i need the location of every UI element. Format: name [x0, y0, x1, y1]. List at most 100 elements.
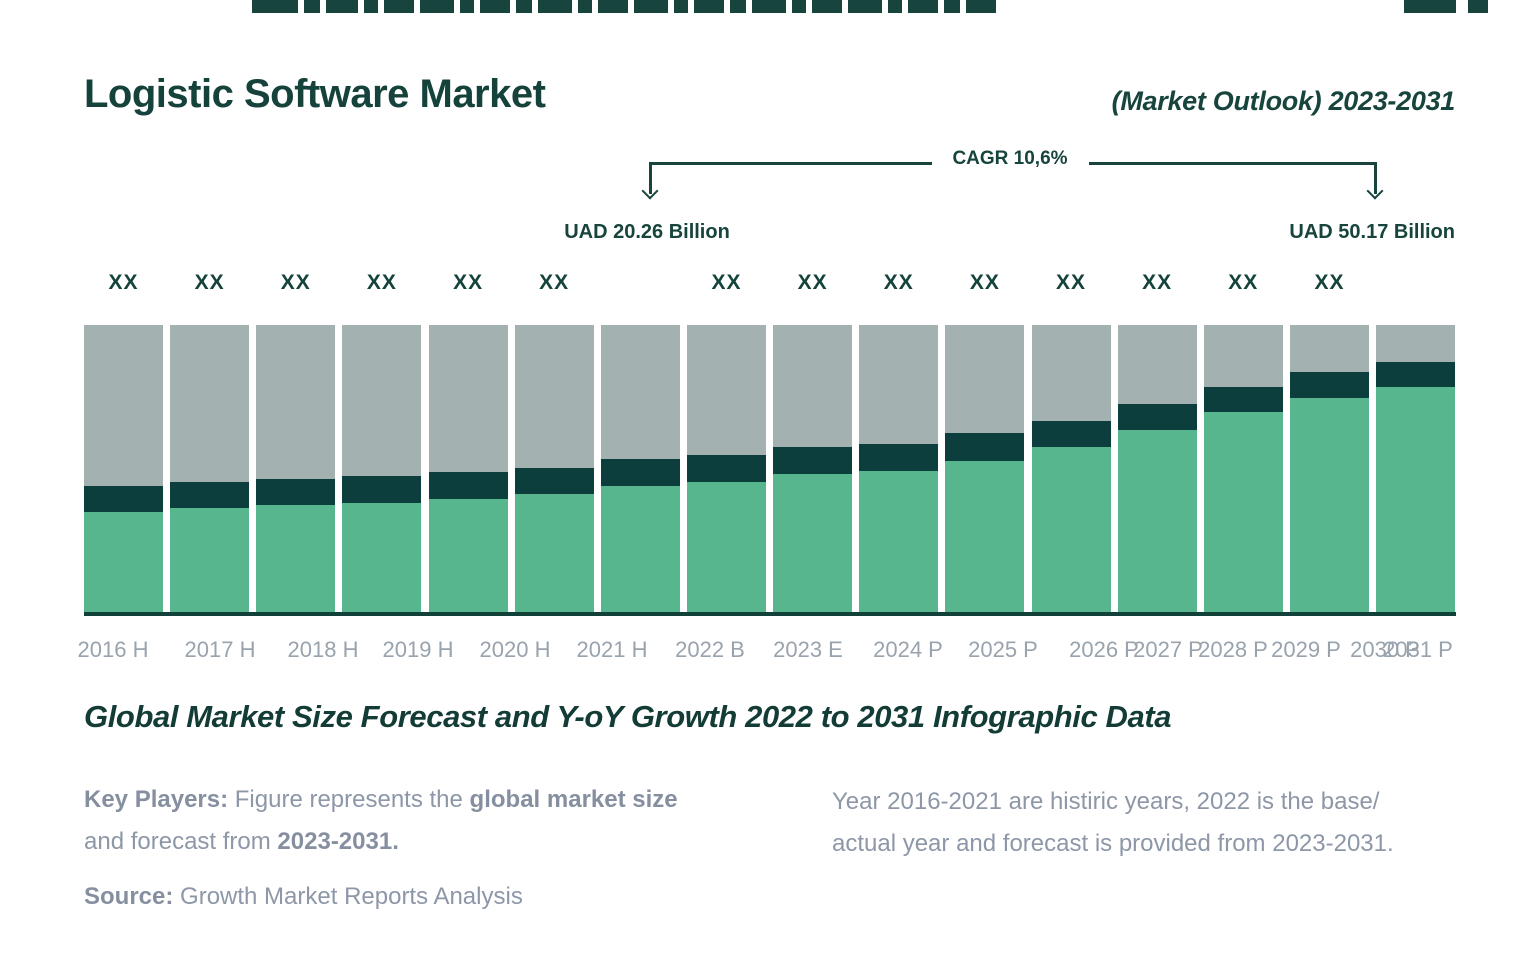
bar-value-placeholder: XX: [883, 271, 914, 294]
stacked-bar: [256, 325, 336, 612]
stacked-bar: [600, 325, 680, 612]
bold-text: Key Players:: [84, 786, 229, 813]
bar-segment-gray: [687, 325, 766, 455]
bar-segment-green: [428, 499, 508, 612]
stacked-bar: [945, 325, 1025, 612]
cropped-glyph-block: [516, 0, 532, 13]
bar-segment-green: [1031, 447, 1111, 612]
bar-segment-green: [1376, 387, 1456, 612]
bar-segment-gray: [514, 325, 594, 468]
stacked-bar: [428, 325, 508, 612]
bar-segment-gray: [859, 325, 939, 444]
bar-segment-green: [859, 471, 939, 612]
bar-value-placeholder: XX: [711, 271, 742, 294]
text: Year 2016-2021 are histiric years, 2022 …: [832, 788, 1380, 815]
tick-label: 2024 P: [873, 637, 943, 662]
stacked-bar: [1031, 325, 1111, 612]
bar-value-placeholder: XX: [366, 271, 397, 294]
tick-label: 2020 H: [479, 637, 551, 662]
stacked-bar: [1376, 325, 1456, 612]
bar-value-placeholder: XX: [108, 271, 139, 294]
bar-value-placeholder: XX: [1142, 271, 1173, 294]
cropped-glyph-block: [420, 0, 454, 13]
cropped-glyph-block: [326, 0, 358, 13]
bar-segment-dark: [1031, 421, 1111, 447]
bar-segment-green: [1117, 430, 1197, 612]
bar-segment-dark: [600, 459, 680, 486]
cropped-glyph-block: [792, 0, 806, 13]
bar-segment-gray: [428, 325, 508, 472]
cropped-glyph-block: [1404, 0, 1456, 13]
bar-value-placeholder: XX: [969, 271, 1000, 294]
arrow-down-icon: [641, 182, 659, 200]
bar-segment-gray: [1031, 325, 1111, 421]
cropped-glyph-block: [848, 0, 882, 13]
tick-label: 2026 P: [1069, 637, 1139, 662]
bar-value-placeholder: XX: [1055, 271, 1087, 294]
cropped-glyph-block: [888, 0, 902, 13]
cropped-glyph-block: [908, 0, 938, 13]
cropped-glyph-block: [752, 0, 786, 13]
bar-value-placeholder: XX: [194, 271, 225, 294]
bar-segment-green: [773, 474, 853, 612]
bar-segment-dark: [428, 472, 508, 499]
stacked-bar-chart: [84, 325, 1456, 612]
cropped-glyph-block: [812, 0, 842, 13]
cropped-glyph-block: [538, 0, 572, 13]
cropped-glyph-block: [966, 0, 996, 13]
cropped-glyph-block: [460, 0, 474, 13]
bar-segment-dark: [773, 447, 853, 474]
cropped-glyph-block: [694, 0, 724, 13]
bar-segment-gray: [170, 325, 250, 482]
tick-label: 2022 B: [675, 637, 745, 662]
page-title: Logistic Software Market: [84, 72, 546, 116]
cropped-glyph-block: [674, 0, 688, 13]
text: Figure represents the: [228, 786, 470, 813]
cropped-glyph-block: [364, 0, 378, 13]
cropped-glyph-block: [304, 0, 320, 13]
bar-value-placeholder: XX: [453, 271, 484, 294]
bar-segment-green: [256, 505, 336, 612]
stacked-bar: [342, 325, 422, 612]
bar-segment-green: [687, 482, 766, 612]
bar-segment-green: [170, 508, 250, 612]
cropped-glyph-block: [578, 0, 592, 13]
bar-segment-gray: [256, 325, 336, 479]
bar-segment-green: [600, 486, 680, 612]
bar-segment-green: [514, 494, 594, 612]
tick-label: 2027 P: [1133, 637, 1203, 662]
bar-value-placeholder: XX: [797, 271, 828, 294]
cagr-line-left: [650, 162, 932, 165]
source-note: Source: Growth Market Reports Analysis: [84, 876, 774, 918]
bar-segment-gray: [1117, 325, 1197, 404]
cropped-glyph-block: [252, 0, 298, 13]
tick-label: 2023 E: [773, 637, 843, 662]
text: Growth Market Reports Analysis: [173, 883, 523, 910]
analyst-note: Year 2016-2021 are histiric years, 2022 …: [832, 781, 1492, 865]
bar-segment-dark: [1376, 362, 1456, 387]
bold-text: Source:: [84, 883, 174, 910]
bar-value-placeholder: XX: [280, 271, 311, 294]
text: and forecast from: [84, 828, 278, 855]
stacked-bar: [84, 325, 163, 612]
bar-segment-green: [1203, 412, 1283, 612]
tick-label: 2030 P: [1350, 637, 1420, 662]
cropped-glyph-block: [384, 0, 414, 13]
tick-label: 2025 P: [968, 637, 1038, 662]
bar-segment-gray: [773, 325, 853, 447]
cropped-glyph-block: [634, 0, 668, 13]
bar-segment-dark: [256, 479, 336, 505]
bar-segment-gray: [600, 325, 680, 459]
cropped-glyph-block: [944, 0, 960, 13]
bar-segment-green: [1290, 398, 1369, 612]
bar-segment-gray: [1203, 325, 1283, 387]
cagr-drop-line-right: [1374, 162, 1377, 194]
bar-segment-dark: [1290, 372, 1369, 398]
tick-label: 2019 H: [382, 637, 454, 662]
tick-label: 2018 H: [287, 637, 359, 662]
bold-text: 2023-2031.: [277, 828, 399, 855]
cropped-glyph-block: [1468, 0, 1488, 13]
stacked-bar: [1117, 325, 1197, 612]
tick-label: 2029 P: [1271, 637, 1341, 662]
